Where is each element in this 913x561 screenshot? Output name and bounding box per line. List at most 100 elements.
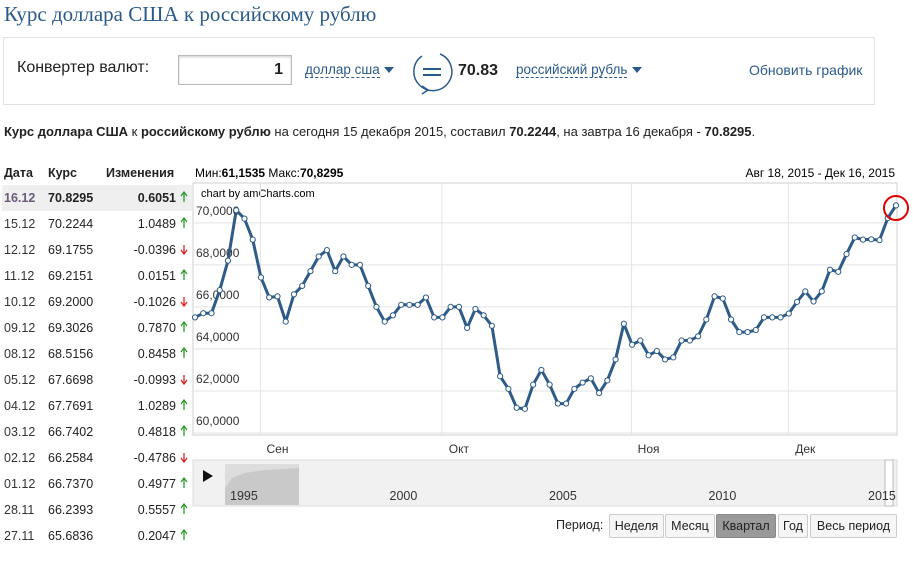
change-arrow bbox=[180, 502, 188, 514]
change-arrow bbox=[180, 476, 188, 488]
to-currency-text[interactable]: российский рубль bbox=[516, 62, 628, 78]
plot-area bbox=[192, 182, 898, 436]
amount-input[interactable]: 1 bbox=[178, 55, 292, 85]
converter: Конвертер валют: 1 доллар сша 70.83 росс… bbox=[3, 37, 875, 105]
summary-part: Курс доллара США bbox=[4, 124, 129, 139]
point bbox=[826, 266, 834, 273]
navigator-selection[interactable] bbox=[884, 459, 894, 507]
table-row: 02.12 66.2584 -0.4786 bbox=[2, 445, 192, 471]
table-row: 28.11 66.2393 0.5557 bbox=[2, 497, 192, 523]
header-cell: Дата bbox=[4, 166, 33, 180]
arrow-cell bbox=[178, 523, 192, 549]
point bbox=[752, 326, 759, 334]
point bbox=[620, 320, 627, 327]
period-button[interactable]: Квартал bbox=[716, 514, 776, 538]
period-button[interactable]: Неделя bbox=[609, 514, 664, 538]
point bbox=[818, 288, 825, 295]
chart-stats: Мин:61,1535 Макс:70,8295 bbox=[195, 166, 344, 180]
navigator-label: 2015 bbox=[868, 489, 896, 503]
arrow-cell bbox=[178, 185, 192, 211]
x-tick-label: Окт bbox=[449, 442, 470, 456]
dropdown-arrow bbox=[384, 67, 395, 73]
table-row: 27.11 65.6836 0.2047 bbox=[2, 523, 192, 549]
arrow-head bbox=[180, 320, 188, 326]
point bbox=[307, 268, 314, 275]
point bbox=[381, 318, 388, 325]
period-button[interactable]: Весь период bbox=[810, 514, 897, 538]
point bbox=[876, 237, 883, 244]
table-row: 01.12 66.7370 0.4977 bbox=[2, 471, 192, 497]
arrow-head bbox=[180, 268, 188, 274]
date-cell: 01.12 bbox=[4, 477, 36, 491]
from-currency[interactable]: доллар сша bbox=[305, 62, 395, 78]
date-cell: 05.12 bbox=[4, 373, 36, 387]
summary-part: . bbox=[751, 124, 756, 139]
y-tick-label: 60,0000 bbox=[196, 414, 240, 428]
rate-cell: 65.6836 bbox=[48, 529, 94, 543]
arrow-head bbox=[180, 528, 188, 534]
point bbox=[480, 312, 487, 319]
point bbox=[711, 293, 718, 300]
arrow-cell bbox=[178, 263, 192, 289]
point bbox=[447, 303, 454, 310]
date-cell: 10.12 bbox=[4, 295, 36, 309]
point bbox=[703, 316, 710, 323]
point bbox=[224, 257, 232, 264]
point bbox=[892, 202, 900, 209]
point bbox=[793, 298, 801, 305]
table-row: 09.12 69.3026 0.7870 bbox=[2, 315, 192, 341]
change-cell: 0.4818 bbox=[137, 425, 176, 439]
point bbox=[497, 373, 504, 380]
change-cell: -0.4786 bbox=[133, 451, 176, 465]
point bbox=[785, 310, 792, 317]
point bbox=[332, 268, 339, 275]
point bbox=[554, 400, 561, 407]
period-button[interactable]: Месяц bbox=[665, 514, 715, 538]
from-currency-text[interactable]: доллар сша bbox=[305, 62, 380, 78]
page-title: Курс доллара США к российскому рублю bbox=[4, 2, 377, 26]
date-cell: 12.12 bbox=[4, 243, 36, 257]
change-cell: 0.5557 bbox=[137, 503, 176, 517]
change-arrow bbox=[180, 244, 188, 255]
rate-cell: 66.7402 bbox=[48, 425, 94, 439]
navigator-area bbox=[225, 468, 299, 505]
table-row: 11.12 69.2151 0.0151 bbox=[2, 263, 192, 289]
navigator-label: 1995 bbox=[230, 489, 258, 503]
point bbox=[530, 381, 537, 388]
convert-icon[interactable] bbox=[410, 48, 454, 98]
navigator[interactable] bbox=[192, 459, 898, 507]
play-button[interactable] bbox=[203, 470, 213, 482]
rate-cell: 67.7691 bbox=[48, 399, 94, 413]
change-arrow bbox=[180, 452, 188, 463]
period-button[interactable]: Год bbox=[778, 514, 808, 538]
point bbox=[628, 341, 636, 348]
arrow-head bbox=[180, 346, 188, 352]
point bbox=[439, 314, 446, 321]
change-arrow bbox=[180, 424, 188, 436]
point bbox=[563, 400, 570, 407]
rate-cell: 66.2584 bbox=[48, 451, 94, 465]
point bbox=[571, 385, 578, 392]
point bbox=[422, 294, 430, 301]
navigator-label: 2010 bbox=[709, 489, 737, 503]
point bbox=[505, 385, 512, 392]
arrow-head bbox=[180, 398, 188, 404]
arrow-cell bbox=[178, 393, 192, 419]
to-currency[interactable]: российский рубль bbox=[516, 62, 643, 78]
y-tick-label: 70,0000 bbox=[196, 204, 240, 218]
point bbox=[323, 247, 331, 254]
x-tick-label: Ноя bbox=[638, 442, 660, 456]
point bbox=[604, 377, 611, 384]
point bbox=[777, 314, 784, 321]
date-cell: 15.12 bbox=[4, 217, 36, 231]
point bbox=[455, 303, 463, 310]
refresh-link[interactable]: Обновить график bbox=[749, 62, 863, 78]
arrow-head bbox=[180, 249, 188, 255]
arrow-cell bbox=[178, 367, 192, 393]
change-cell: -0.1026 bbox=[133, 295, 176, 309]
date-cell: 08.12 bbox=[4, 347, 36, 361]
point bbox=[835, 268, 842, 275]
date-range: Авг 18, 2015 - Дек 16, 2015 bbox=[745, 166, 895, 180]
